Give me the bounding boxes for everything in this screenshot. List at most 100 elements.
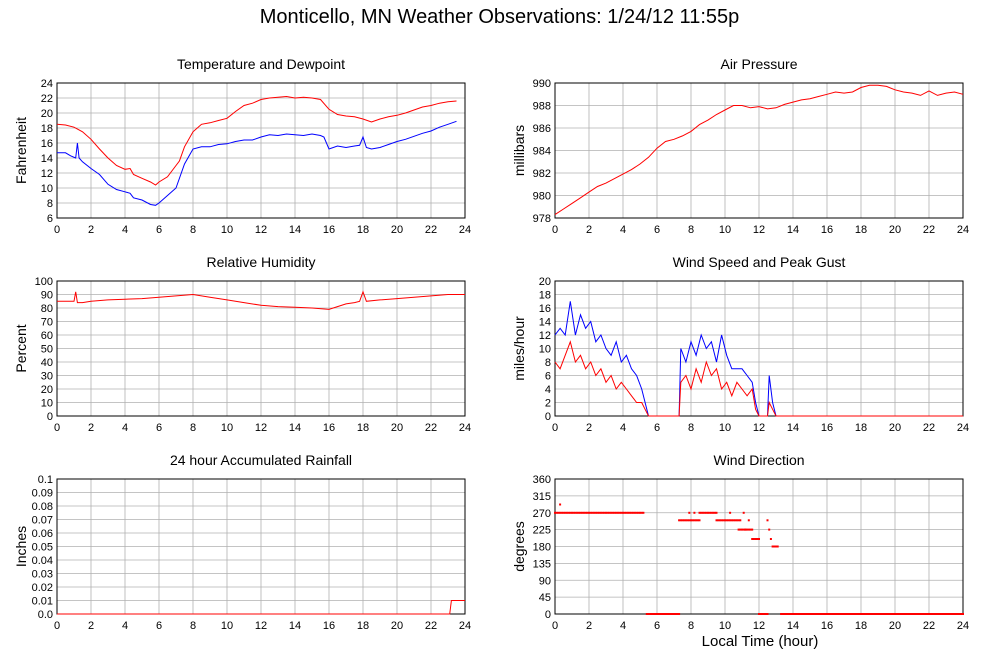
wind-direction-point — [661, 613, 664, 615]
x-tick-label: 14 — [787, 422, 799, 434]
y-tick-label: 2 — [545, 398, 551, 410]
x-tick-label: 8 — [190, 422, 196, 434]
y-tick-label: 10 — [539, 344, 551, 356]
wind-direction-point — [883, 613, 886, 615]
wind-direction-point — [555, 511, 558, 514]
wind-direction-point — [766, 613, 769, 615]
y-tick-label: 45 — [539, 592, 551, 604]
series-line-1 — [554, 340, 963, 417]
y-tick-label: 978 — [533, 213, 551, 225]
wind-direction-point — [776, 545, 779, 548]
y-tick-label: 0.09 — [32, 488, 53, 500]
wind-direction-point — [608, 511, 611, 514]
wind-direction-point — [810, 613, 813, 615]
wind-direction-point — [756, 538, 759, 540]
wind-direction-point — [684, 519, 687, 522]
x-tick-label: 0 — [552, 620, 558, 632]
wind-direction-point — [788, 613, 791, 615]
wind-direction-point — [951, 613, 954, 615]
x-tick-label: 8 — [190, 224, 196, 236]
x-axis-label: Local Time (hour) — [701, 633, 819, 650]
y-tick-label: 30 — [41, 371, 53, 383]
wind-direction-point — [841, 613, 844, 615]
wind-direction-point — [814, 613, 817, 615]
y-tick-label: 0 — [47, 411, 53, 423]
wind-direction-point — [800, 613, 803, 615]
y-tick-label: 12 — [539, 330, 551, 342]
chart-title: 24 hour Accumulated Rainfall — [170, 452, 352, 468]
wind-direction-point — [718, 519, 721, 522]
wind-direction-point — [683, 519, 686, 522]
x-tick-label: 24 — [459, 422, 471, 434]
wind-direction-point — [917, 613, 920, 615]
wind-direction-point — [836, 613, 839, 615]
plot-frame — [56, 280, 466, 417]
y-tick-label: 990 — [533, 78, 551, 90]
wind-direction-point — [628, 511, 631, 514]
wind-direction-point — [633, 511, 636, 514]
wind-direction-point — [751, 538, 754, 540]
wind-direction-point — [622, 511, 624, 514]
wind-direction-point — [635, 511, 638, 514]
x-tick-label: 22 — [923, 620, 935, 632]
wind-direction-point — [934, 613, 937, 615]
wind-direction-point — [664, 613, 667, 615]
y-tick-label: 0.08 — [32, 501, 53, 513]
x-tick-label: 22 — [425, 620, 437, 632]
wind-direction-point — [577, 511, 580, 514]
wind-direction-point — [786, 613, 789, 615]
wind-direction-point — [559, 511, 562, 514]
wind-direction-point — [792, 613, 794, 615]
wind-direction-point — [747, 519, 750, 522]
y-tick-label: 984 — [533, 146, 551, 158]
wind-direction-point — [715, 519, 718, 522]
wind-direction-point — [688, 511, 691, 514]
wind-direction-point — [751, 528, 754, 531]
wind-direction-point — [688, 519, 691, 522]
wind-direction-point — [735, 519, 738, 522]
x-tick-label: 24 — [459, 224, 471, 236]
x-tick-label: 14 — [787, 620, 799, 632]
y-tick-label: 4 — [545, 384, 551, 396]
wind-direction-point — [712, 511, 715, 514]
chart-title: Air Pressure — [720, 56, 797, 72]
wind-direction-point — [819, 613, 822, 615]
x-tick-label: 12 — [255, 422, 267, 434]
wind-direction-point — [567, 511, 570, 514]
x-tick-label: 6 — [654, 422, 660, 434]
wind-direction-point — [900, 613, 903, 615]
wind-direction-point — [946, 613, 949, 615]
x-tick-label: 10 — [221, 620, 233, 632]
wind-direction-point — [657, 613, 660, 615]
wind-direction-point — [710, 511, 713, 514]
wind-direction-point — [752, 538, 755, 540]
wind-direction-point — [610, 511, 613, 514]
x-tick-label: 22 — [425, 422, 437, 434]
y-tick-label: 70 — [41, 317, 53, 329]
wind-direction-point — [742, 528, 745, 531]
wind-direction-point — [805, 613, 808, 615]
wind-direction-point — [831, 613, 834, 615]
wind-direction-point — [785, 613, 788, 615]
wind-direction-point — [820, 613, 823, 615]
wind-direction-point — [897, 613, 900, 615]
y-tick-label: 20 — [539, 276, 551, 288]
wind-direction-point — [647, 613, 650, 615]
y-tick-label: 12 — [41, 168, 53, 180]
wind-direction-point — [863, 613, 866, 615]
wind-direction-point — [666, 613, 669, 615]
wind-direction-point — [803, 613, 806, 615]
wind-direction-point — [746, 528, 749, 531]
wind-direction-point — [807, 613, 810, 615]
wind-direction-point — [707, 511, 709, 514]
wind-direction-point — [679, 519, 682, 522]
wind-direction-point — [691, 519, 694, 522]
x-tick-label: 12 — [753, 224, 765, 236]
wind-direction-point — [693, 511, 696, 514]
wind-direction-point — [656, 613, 658, 615]
wind-direction-point — [588, 511, 590, 514]
wind-direction-point — [849, 613, 852, 615]
wind-direction-point — [744, 528, 747, 531]
wind-direction-point — [557, 511, 560, 514]
y-tick-label: 18 — [539, 290, 551, 302]
